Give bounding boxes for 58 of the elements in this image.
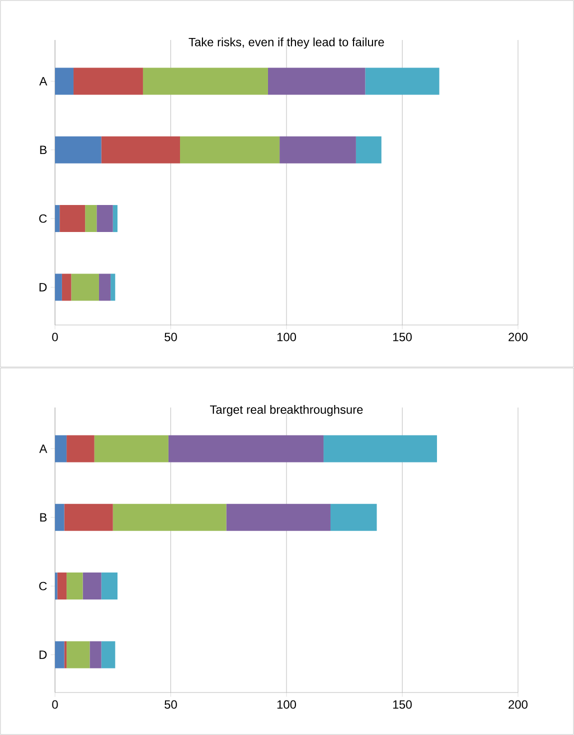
x-tick-label: 150 bbox=[393, 700, 412, 709]
y-tick-label: C bbox=[39, 582, 47, 590]
x-tick-label: 200 bbox=[508, 332, 528, 342]
bar bbox=[356, 136, 382, 164]
y-tick-label: D bbox=[40, 650, 47, 659]
bar bbox=[112, 205, 118, 232]
bar bbox=[94, 435, 168, 462]
bar bbox=[96, 205, 113, 232]
y-tick-label: B bbox=[40, 513, 47, 522]
bar bbox=[57, 572, 67, 600]
bar bbox=[55, 641, 64, 668]
x-tick-label: 100 bbox=[277, 332, 296, 342]
bar bbox=[74, 68, 143, 95]
y-tick-label: A bbox=[39, 444, 48, 453]
y-tick-label: A bbox=[39, 77, 48, 86]
bar bbox=[324, 435, 437, 462]
bar bbox=[98, 274, 111, 301]
x-tick-label: 0 bbox=[52, 700, 58, 709]
bar bbox=[180, 136, 280, 164]
bar bbox=[268, 68, 366, 95]
bar bbox=[168, 435, 324, 462]
bar bbox=[330, 504, 377, 531]
bar bbox=[60, 205, 86, 232]
bar bbox=[71, 274, 99, 301]
x-tick-label: 150 bbox=[393, 332, 412, 342]
bar bbox=[55, 68, 74, 95]
bar bbox=[226, 504, 330, 531]
bar bbox=[55, 435, 67, 462]
y-tick-label: B bbox=[40, 146, 47, 154]
bar bbox=[82, 572, 102, 600]
y-tick-label: C bbox=[39, 214, 47, 223]
x-tick-label: 50 bbox=[164, 700, 177, 709]
bar bbox=[62, 274, 72, 301]
bar bbox=[66, 435, 94, 462]
bar bbox=[64, 504, 113, 531]
x-tick-label: 100 bbox=[277, 700, 296, 709]
x-tick-label: 0 bbox=[52, 332, 58, 342]
bar bbox=[280, 136, 356, 164]
x-tick-label: 200 bbox=[508, 700, 528, 709]
bar bbox=[55, 136, 102, 164]
bar bbox=[55, 205, 60, 232]
y-tick-label: D bbox=[40, 283, 47, 292]
bar bbox=[90, 641, 102, 668]
bar bbox=[55, 274, 62, 301]
bar bbox=[85, 205, 97, 232]
bar bbox=[142, 68, 268, 95]
bar bbox=[66, 572, 83, 600]
bar bbox=[101, 641, 116, 668]
bar bbox=[55, 504, 64, 531]
bar bbox=[66, 641, 90, 668]
chart-title: Target real breakthroughsure bbox=[210, 405, 363, 416]
bar bbox=[365, 68, 440, 95]
bar bbox=[110, 274, 116, 301]
bar bbox=[101, 572, 118, 600]
x-tick-label: 50 bbox=[164, 332, 177, 342]
chart-title: Take risks, even if they lead to failure bbox=[188, 38, 384, 49]
bar bbox=[112, 504, 226, 531]
bar bbox=[101, 136, 180, 164]
